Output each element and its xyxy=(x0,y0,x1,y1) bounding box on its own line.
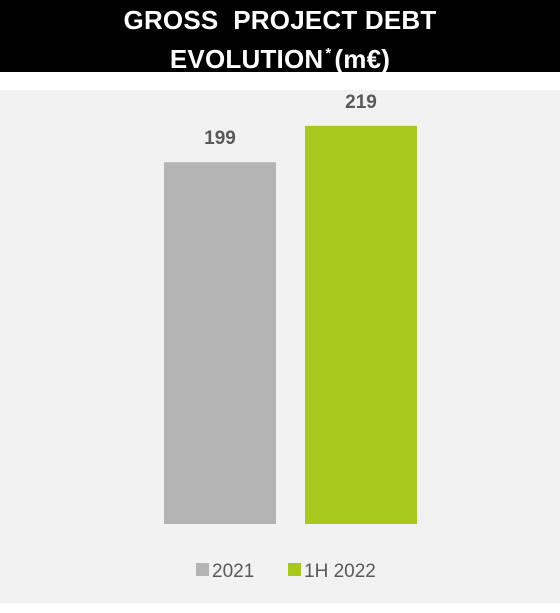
chart-title-line1: GROSS PROJECT DEBT xyxy=(123,5,437,35)
data-label-2021: 199 xyxy=(204,128,236,149)
bar-chart: 199 219 2021 1H 2022 xyxy=(164,92,417,582)
plot-panel xyxy=(0,90,560,603)
legend-label-2021: 2021 xyxy=(212,561,254,582)
chart-title-evolution: EVOLUTION xyxy=(169,44,324,74)
legend-label-1h-2022: 1H 2022 xyxy=(304,561,376,582)
legend: 2021 1H 2022 xyxy=(196,561,376,582)
legend-swatch-1h-2022 xyxy=(288,563,301,576)
chart-title-unit: (m€) xyxy=(334,44,391,74)
bar-2021 xyxy=(164,162,276,524)
legend-swatch-2021 xyxy=(196,563,209,576)
chart-title-bar: GROSS PROJECT DEBT EVOLUTION * (m€) xyxy=(0,0,560,74)
bar-1h-2022 xyxy=(305,125,417,524)
chart-title-line2: EVOLUTION * (m€) xyxy=(0,37,560,76)
data-label-1h-2022: 219 xyxy=(345,92,377,113)
data-labels-group: 199 219 xyxy=(204,92,377,149)
chart-title-footnote-marker: * xyxy=(325,45,332,62)
bars-group xyxy=(164,125,417,524)
